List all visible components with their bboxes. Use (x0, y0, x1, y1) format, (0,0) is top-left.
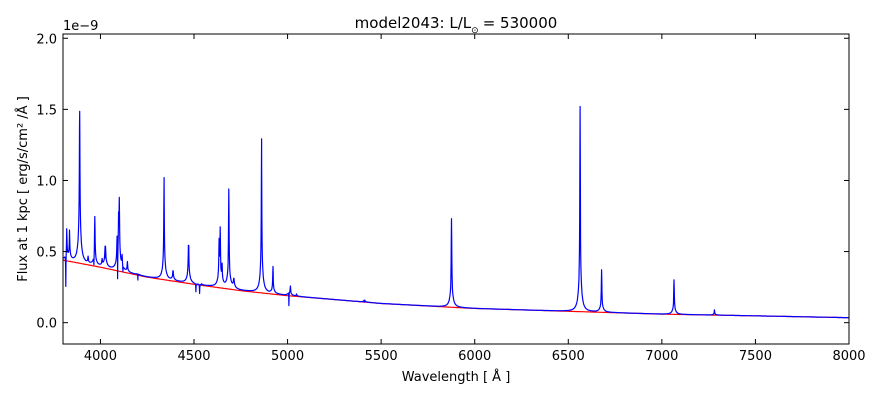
y-axis-label: Flux at 1 kpc [ erg/s/cm² /Å ] (15, 96, 31, 282)
x-tick-label: 5000 (271, 349, 304, 364)
x-tick-label: 6000 (458, 349, 491, 364)
continuum-line (62, 259, 849, 319)
x-tick-label: 4500 (177, 349, 210, 364)
x-tick-label: 6500 (552, 349, 585, 364)
x-tick-label: 7000 (645, 349, 678, 364)
x-axis-label: Wavelength [ Å ] (402, 369, 511, 385)
plot-frame (62, 33, 850, 345)
spectrum-line (62, 105, 850, 319)
y-offset-text: 1e−9 (63, 19, 98, 34)
x-tick-label: 4000 (84, 349, 117, 364)
x-tick-label: 7500 (739, 349, 772, 364)
x-tick-label: 8000 (832, 349, 865, 364)
y-tick-label: 1.5 (36, 103, 57, 118)
y-tick-label: 0.0 (36, 317, 57, 332)
y-tick-label: 2.0 (36, 32, 57, 47)
x-tick-label: 5500 (365, 349, 398, 364)
chart-title: model2043: L/L⊙ = 530000 (355, 14, 558, 36)
y-tick-label: 0.5 (36, 246, 57, 261)
y-tick-label: 1.0 (36, 174, 57, 189)
